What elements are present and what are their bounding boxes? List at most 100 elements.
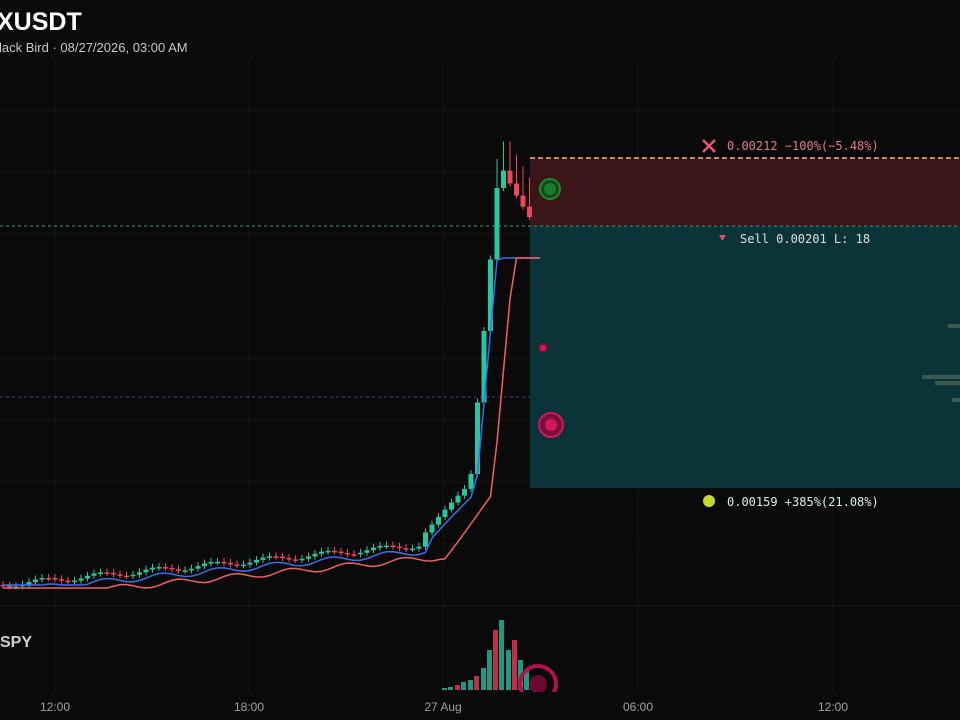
candle	[481, 331, 487, 403]
candle	[319, 551, 324, 554]
line-red	[3, 257, 540, 589]
candle	[215, 561, 220, 564]
volume-bar	[499, 620, 504, 690]
candle	[364, 550, 370, 553]
candle	[358, 552, 363, 555]
candle	[228, 562, 233, 565]
candle	[403, 548, 409, 550]
candle	[267, 556, 272, 558]
candle	[98, 572, 103, 574]
candle	[338, 551, 344, 554]
candle	[137, 572, 142, 575]
volume-bar	[448, 687, 453, 690]
volume-label: SPY	[0, 634, 32, 651]
candle	[124, 575, 129, 578]
candle	[507, 170, 513, 184]
candle	[234, 564, 240, 566]
profile-bar	[922, 375, 960, 379]
candle	[449, 502, 454, 510]
candle	[273, 556, 279, 558]
candle	[13, 586, 19, 588]
volume-bar	[455, 685, 460, 690]
candle	[410, 548, 415, 551]
target-icon	[703, 495, 715, 507]
candle	[65, 580, 71, 583]
candle	[208, 561, 214, 564]
candles	[0, 141, 540, 590]
candle	[156, 567, 162, 569]
candle	[442, 509, 448, 517]
stop-icon	[702, 139, 716, 153]
candle	[332, 550, 337, 553]
candle	[189, 568, 194, 571]
candle	[325, 550, 331, 553]
candle	[455, 495, 461, 503]
candle	[351, 554, 357, 556]
candle	[514, 183, 519, 196]
time-label: 27 Aug	[424, 700, 461, 714]
candle	[7, 585, 12, 588]
candle	[182, 570, 188, 572]
volume-bar	[474, 676, 479, 690]
candle	[423, 532, 428, 547]
candle	[384, 545, 389, 548]
candle	[59, 579, 64, 581]
volume-bar	[524, 670, 529, 690]
marker-pink-core	[545, 419, 557, 431]
candle	[468, 474, 474, 489]
volume-bar	[442, 688, 447, 690]
candle	[293, 559, 298, 561]
candle	[163, 567, 168, 569]
volume-bar	[461, 682, 466, 690]
marker-pink	[538, 343, 548, 353]
volume-bar	[487, 650, 492, 690]
candle	[397, 546, 402, 549]
candle	[130, 574, 136, 577]
candle	[345, 553, 350, 555]
symbol-subtitle: lack Bird · 08/27/2026, 03:00 AM	[0, 40, 188, 55]
time-axis-labels: 12:00 18:00 27 Aug 06:00 12:00	[40, 700, 848, 714]
candle	[85, 575, 90, 579]
candle	[52, 578, 58, 580]
candle	[39, 578, 45, 580]
candle	[299, 558, 305, 561]
candle	[312, 553, 318, 557]
candle	[260, 557, 266, 560]
candle	[150, 567, 155, 570]
time-label: 12:00	[818, 700, 848, 714]
line-blue	[3, 257, 540, 586]
target-label: 0.00159 +385%(21.08%)	[727, 495, 879, 509]
stop-label: 0.00212 −100%(−5.48%)	[727, 139, 879, 153]
candle	[117, 574, 123, 576]
time-label: 06:00	[623, 700, 653, 714]
candle	[46, 578, 51, 580]
candle	[416, 546, 422, 549]
time-label: 18:00	[234, 700, 264, 714]
volume-bar	[481, 668, 486, 690]
candle	[176, 569, 181, 571]
candle	[436, 516, 441, 525]
candle	[488, 259, 493, 331]
candle	[429, 524, 435, 533]
sell-icon	[719, 235, 726, 241]
profile-bar	[935, 381, 960, 385]
candle	[390, 545, 396, 548]
candle	[475, 402, 480, 474]
candle	[78, 578, 84, 581]
volume-bar	[506, 650, 511, 690]
candle	[501, 170, 506, 188]
candle	[527, 206, 532, 217]
volume-bar	[493, 630, 498, 690]
candle	[371, 547, 376, 551]
candle	[520, 195, 526, 207]
candle	[26, 581, 32, 585]
candle	[254, 559, 259, 563]
candle	[306, 556, 311, 559]
candle	[169, 567, 175, 570]
symbol-title: XUSDT	[0, 8, 82, 36]
volume-bar	[468, 680, 473, 690]
candle	[104, 572, 110, 574]
marker-bottom-core	[529, 675, 547, 693]
candle	[377, 545, 383, 548]
